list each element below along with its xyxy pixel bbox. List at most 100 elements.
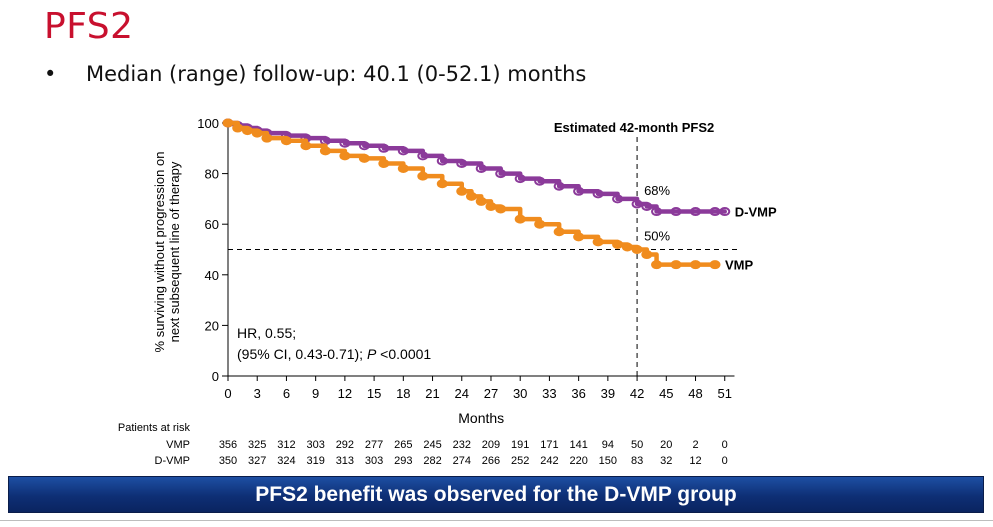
x-tick-label: 9 xyxy=(312,386,319,401)
risk-value: 265 xyxy=(394,439,412,451)
data-point-vmp xyxy=(612,239,624,249)
x-tick-label: 36 xyxy=(571,386,585,401)
data-point-vmp xyxy=(222,118,234,128)
data-point-d-vmp xyxy=(417,151,429,161)
data-point-vmp xyxy=(456,186,468,196)
data-point-vmp xyxy=(553,227,565,237)
y-axis-title-line: % surviving without progression on xyxy=(152,152,167,353)
x-tick-label: 12 xyxy=(338,386,352,401)
x-tick-label: 0 xyxy=(224,386,231,401)
y-tick-label: 100 xyxy=(197,116,219,131)
data-point-vmp xyxy=(232,123,244,133)
data-point-vmp xyxy=(534,219,546,229)
risk-value: 274 xyxy=(453,455,471,467)
data-point-vmp xyxy=(261,133,273,143)
x-tick-label: 18 xyxy=(396,386,410,401)
slide-title: PFS2 xyxy=(44,6,134,47)
x-tick-label: 33 xyxy=(542,386,556,401)
data-point-vmp xyxy=(339,151,351,161)
risk-value: 356 xyxy=(219,439,237,451)
ci-annotation-part: <0.0001 xyxy=(376,346,431,362)
risk-value: 242 xyxy=(540,455,558,467)
data-point-vmp xyxy=(358,153,370,163)
risk-value: 141 xyxy=(569,439,587,451)
data-point-d-vmp xyxy=(358,141,370,151)
data-point-vmp xyxy=(592,237,604,247)
data-point-vmp xyxy=(241,126,253,136)
hr-annotation: HR, 0.55; xyxy=(237,325,296,341)
data-point-vmp xyxy=(690,260,702,270)
data-point-vmp xyxy=(417,171,429,181)
y-tick-label: 80 xyxy=(205,167,219,182)
data-point-vmp xyxy=(641,250,653,260)
risk-value: 266 xyxy=(482,455,500,467)
data-point-vmp xyxy=(251,128,263,138)
risk-value: 32 xyxy=(660,455,672,467)
data-point-d-vmp xyxy=(553,181,565,191)
data-point-d-vmp xyxy=(641,201,653,211)
x-tick-label: 30 xyxy=(513,386,527,401)
risk-value: 191 xyxy=(511,439,529,451)
ci-annotation-part: P xyxy=(367,346,377,362)
data-point-vmp xyxy=(300,141,312,151)
risk-value: 232 xyxy=(453,439,471,451)
risk-value: 94 xyxy=(602,439,614,451)
y-tick-label: 0 xyxy=(212,369,219,384)
data-point-vmp xyxy=(631,245,643,254)
data-point-d-vmp xyxy=(670,207,682,217)
y-tick-label: 40 xyxy=(205,268,219,283)
x-tick-label: 24 xyxy=(455,386,469,401)
risk-value: 209 xyxy=(482,439,500,451)
risk-value: 327 xyxy=(248,455,266,467)
y-tick-label: 60 xyxy=(205,217,219,232)
data-point-d-vmp xyxy=(534,176,546,186)
risk-value: 313 xyxy=(336,455,354,467)
x-tick-label: 48 xyxy=(688,386,702,401)
data-point-vmp xyxy=(621,242,633,252)
risk-value: 293 xyxy=(394,455,412,467)
risk-value: 220 xyxy=(569,455,587,467)
data-point-vmp xyxy=(670,260,682,270)
conclusion-banner: PFS2 benefit was observed for the D-VMP … xyxy=(8,476,984,513)
risk-value: 282 xyxy=(423,455,441,467)
data-point-d-vmp xyxy=(514,174,526,184)
risk-value: 277 xyxy=(365,439,383,451)
data-point-vmp xyxy=(378,158,390,168)
y-axis-title: % surviving without progression onnext s… xyxy=(152,152,182,353)
x-tick-label: 39 xyxy=(601,386,615,401)
risk-value: 83 xyxy=(631,455,643,467)
data-point-d-vmp xyxy=(592,189,604,199)
data-point-d-vmp xyxy=(495,169,507,179)
x-tick-label: 15 xyxy=(367,386,381,401)
risk-value: 252 xyxy=(511,455,529,467)
y-tick-label: 20 xyxy=(205,318,219,333)
risk-value: 0 xyxy=(722,455,728,467)
data-point-d-vmp xyxy=(436,156,448,166)
bullet-marker: • xyxy=(44,62,57,86)
data-point-vmp xyxy=(436,179,448,189)
bullet-item: • Median (range) follow-up: 40.1 (0-52.1)… xyxy=(44,62,586,86)
data-point-vmp xyxy=(514,214,526,224)
risk-row-label: D-VMP xyxy=(155,455,190,467)
ci-annotation-part: (95% CI, 0.43-0.71); xyxy=(237,346,367,362)
data-point-vmp xyxy=(475,196,487,206)
estimate-value-d-vmp: 68% xyxy=(644,183,670,198)
x-tick-label: 45 xyxy=(659,386,673,401)
risk-value: 303 xyxy=(306,439,324,451)
risk-value: 150 xyxy=(599,455,617,467)
data-point-d-vmp xyxy=(690,207,702,217)
data-point-vmp xyxy=(280,136,292,146)
bottom-rule xyxy=(0,520,993,521)
risk-value: 245 xyxy=(423,439,441,451)
data-point-vmp xyxy=(397,164,409,174)
estimate-title: Estimated 42-month PFS2 xyxy=(554,120,714,135)
data-point-d-vmp xyxy=(475,164,487,174)
risk-value: 350 xyxy=(219,455,237,467)
risk-value: 312 xyxy=(277,439,295,451)
series-label-d-vmp: D-VMP xyxy=(735,205,777,220)
data-point-d-vmp xyxy=(719,207,731,217)
data-point-d-vmp xyxy=(651,207,663,217)
estimate-value-vmp: 50% xyxy=(644,229,670,244)
data-point-d-vmp xyxy=(612,194,624,204)
